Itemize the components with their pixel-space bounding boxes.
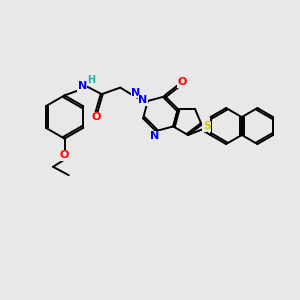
- Text: H: H: [87, 75, 96, 85]
- Text: N: N: [131, 88, 140, 98]
- Text: O: O: [178, 77, 187, 87]
- Text: N: N: [150, 131, 159, 142]
- Text: O: O: [91, 112, 100, 122]
- Text: N: N: [78, 81, 87, 92]
- Text: O: O: [60, 150, 69, 160]
- Text: N: N: [138, 95, 148, 105]
- Text: S: S: [203, 121, 211, 131]
